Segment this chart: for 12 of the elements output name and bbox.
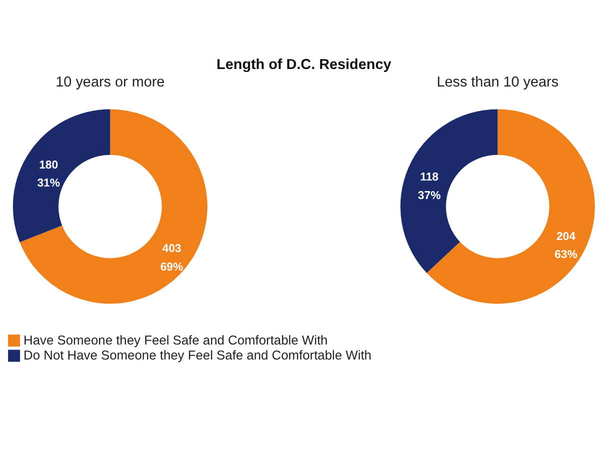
data-label: 118 37% bbox=[418, 172, 441, 202]
data-label: 403 69% bbox=[160, 243, 184, 274]
donut-slice bbox=[20, 109, 208, 304]
chart-subtitle: Less than 10 years bbox=[436, 74, 559, 90]
donut-slice bbox=[400, 109, 498, 274]
legend-label: Do Not Have Someone they Feel Safe and Comfortable With bbox=[24, 348, 372, 363]
chart-subtitle: 10 years or more bbox=[56, 74, 165, 90]
data-label: 204 63% bbox=[554, 230, 578, 262]
legend-label: Have Someone they Feel Safe and Comfortable With bbox=[24, 332, 328, 348]
donut-slice bbox=[12, 109, 110, 242]
data-label: 180 31% bbox=[37, 159, 60, 190]
chart-title: Length of D.C. Residency bbox=[216, 56, 392, 73]
